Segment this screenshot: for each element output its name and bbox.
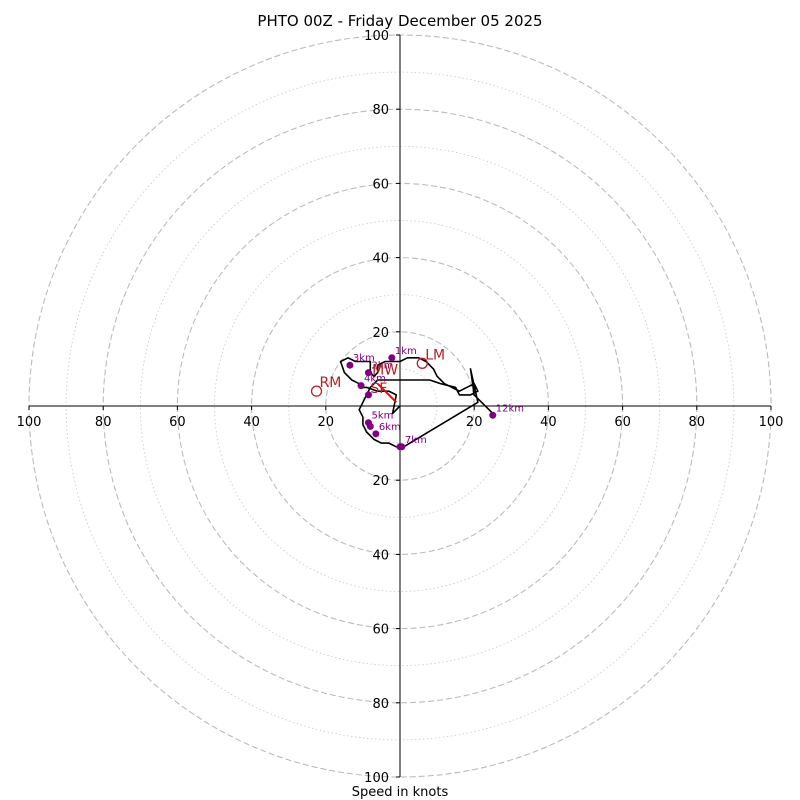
y-tick-label: 80 [372,103,389,118]
y-tick-label: 40 [372,252,389,267]
point-label: SF [370,381,387,397]
x-tick-label: 20 [318,415,335,430]
chart-title: PHTO 00Z - Friday December 05 2025 [257,12,542,30]
height-marker-dot [366,422,374,430]
height-marker-label: 6km [379,422,401,433]
x-tick-label: 80 [689,415,706,430]
y-tick-label: 60 [372,623,389,638]
height-marker-label: 2km [371,361,393,372]
height-marker-dot [388,354,396,362]
height-marker-dot [372,430,380,438]
height-marker-dot [364,369,372,377]
height-marker-label: 3km [353,353,375,364]
y-tick-label: 100 [364,771,389,786]
height-marker-dot [364,391,372,399]
height-marker-label: 7km [405,435,427,446]
x-tick-label: 40 [540,415,557,430]
motion-marker-label: RM [320,375,342,391]
x-tick-label: 100 [17,415,42,430]
height-marker-dot [357,382,365,390]
height-marker-label: 1km [395,346,417,357]
y-tick-label: 60 [372,177,389,192]
x-tick-label: 60 [614,415,631,430]
height-marker-label: 4km [364,374,386,385]
y-tick-label: 40 [372,548,389,563]
hodograph-line [339,357,494,448]
x-axis-label: Speed in knots [352,785,449,800]
storm-motion-markers: RM LM MW SF [310,347,445,397]
y-tick-label: 100 [364,29,389,44]
point-label: MW [372,362,398,378]
x-tick-label: 100 [759,415,784,430]
motion-marker [310,385,323,397]
hodograph-trace [339,357,494,448]
height-marker-dot [396,443,404,451]
y-tick-label: 80 [372,697,389,712]
shear-vector [377,383,397,403]
y-tick-label: 20 [372,474,389,489]
motion-marker [416,357,428,369]
height-marker-dot [346,361,354,369]
y-tick-labels: 100 80 60 40 20 20 40 60 80 100 [364,29,400,786]
x-tick-label: 40 [243,415,260,430]
x-tick-label: 60 [169,415,186,430]
y-tick-label: 20 [372,326,389,341]
motion-marker-label: LM [425,347,445,363]
x-tick-label: 20 [466,415,483,430]
height-marker-label: 5km [371,411,393,422]
height-marker-label: 12km [496,403,524,414]
height-marker-dot [489,411,497,419]
x-tick-label: 80 [95,415,112,430]
x-tick-labels: 100 80 60 40 20 20 40 60 80 100 [17,406,784,430]
